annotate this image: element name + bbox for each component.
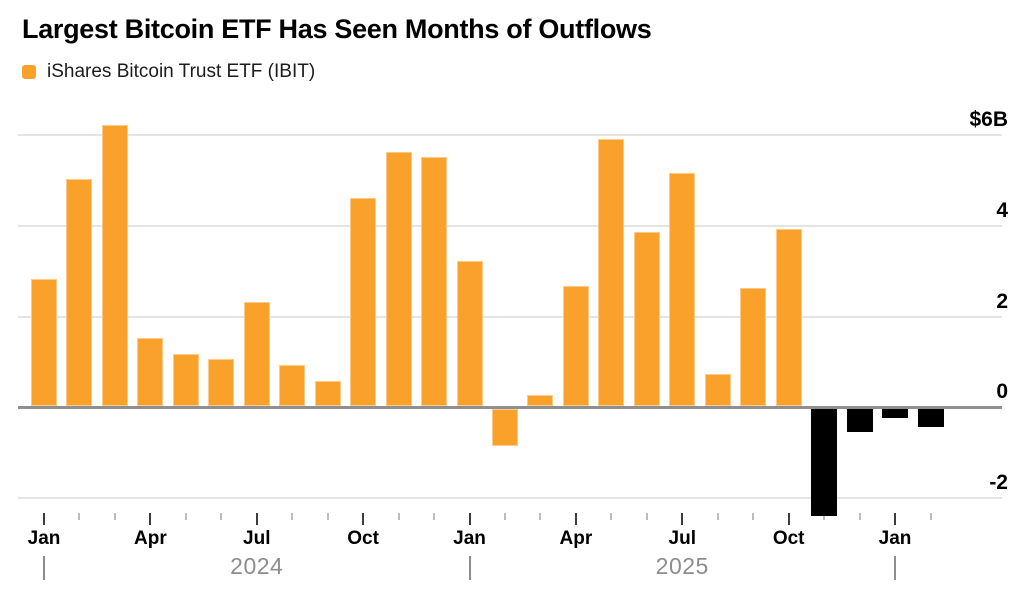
bar-jul-2025 (669, 172, 696, 407)
x-axis-minor-tick (433, 513, 436, 520)
year-divider-tick (894, 556, 897, 580)
x-axis-year-label: 2025 (655, 553, 709, 579)
x-axis-major-tick (468, 513, 471, 525)
bar-mar-2024 (101, 124, 128, 407)
y-axis-tick-label: 2 (996, 289, 1008, 313)
x-axis-month-label: Jul (243, 528, 271, 549)
x-axis-minor-tick (113, 513, 116, 520)
bar-nov-2025 (811, 409, 838, 516)
x-axis-minor-tick (716, 513, 719, 520)
chart-title: Largest Bitcoin ETF Has Seen Months of O… (22, 14, 652, 44)
x-axis-minor-tick (503, 513, 506, 520)
x-axis-month-label: Jan (27, 528, 61, 549)
x-axis-minor-tick (823, 513, 826, 520)
x-axis-minor-tick (291, 513, 294, 520)
bar-may-2025 (598, 138, 625, 407)
x-axis-month-label: Jan (878, 528, 912, 549)
y-axis-tick-label: 4 (996, 198, 1008, 222)
legend-swatch-icon (22, 65, 36, 79)
x-axis-month-label: Jan (453, 528, 486, 549)
bar-feb-2025 (491, 409, 518, 446)
bar-dec-2024 (421, 156, 448, 407)
bar-feb-2024 (66, 179, 93, 407)
x-axis-month-label: Apr (559, 528, 593, 549)
x-axis-major-tick (681, 513, 684, 525)
bar-may-2024 (172, 354, 199, 407)
bar-oct-2024 (350, 197, 377, 407)
x-axis-major-tick (255, 513, 258, 525)
year-divider-tick (468, 556, 471, 580)
bar-apr-2025 (562, 286, 589, 407)
bar-feb-2026 (917, 409, 944, 428)
x-axis-minor-tick (326, 513, 329, 520)
bar-sep-2024 (314, 381, 341, 407)
bar-jul-2024 (243, 301, 270, 407)
gridline (18, 224, 1002, 227)
x-axis-month-label: Jul (668, 528, 696, 549)
plot-area (18, 124, 1002, 516)
bar-oct-2025 (775, 229, 802, 407)
zero-baseline (18, 406, 1002, 410)
gridline (18, 134, 1002, 136)
bar-jun-2025 (633, 231, 660, 407)
bar-jan-2024 (31, 279, 57, 407)
bar-mar-2025 (527, 394, 554, 407)
x-axis-minor-tick (752, 513, 755, 520)
year-divider-tick (43, 556, 45, 580)
bar-aug-2025 (704, 374, 731, 407)
bar-dec-2025 (846, 409, 873, 432)
bar-jun-2024 (208, 358, 235, 407)
bar-jan-2026 (882, 409, 909, 419)
y-axis-tick-label: $6B (969, 108, 1008, 131)
bar-sep-2025 (740, 288, 767, 407)
x-axis-minor-tick (929, 513, 932, 520)
x-axis-major-tick (574, 513, 577, 525)
x-axis-month-label: Oct (347, 528, 379, 549)
x-axis-minor-tick (610, 513, 613, 520)
x-axis-minor-tick (184, 513, 187, 520)
x-axis-minor-tick (858, 513, 861, 520)
x-axis-minor-tick (645, 513, 648, 520)
bar-aug-2024 (279, 365, 306, 407)
x-axis-minor-tick (78, 513, 81, 520)
x-axis-major-tick (362, 513, 365, 525)
x-axis-month-label: Apr (134, 528, 167, 549)
x-axis-minor-tick (220, 513, 223, 520)
gridline (18, 315, 1002, 318)
y-axis-tick-label: 0 (996, 380, 1008, 404)
x-axis-month-label: Oct (772, 528, 805, 549)
x-axis-major-tick (787, 513, 790, 525)
x-axis-major-tick (894, 513, 897, 525)
chart-legend: iShares Bitcoin Trust ETF (IBIT) (22, 61, 315, 83)
x-axis-major-tick (43, 513, 45, 525)
x-axis-minor-tick (539, 513, 542, 520)
bar-apr-2024 (137, 338, 164, 407)
x-axis-year-label: 2024 (230, 553, 284, 579)
legend-label: iShares Bitcoin Trust ETF (IBIT) (47, 61, 316, 82)
y-axis-tick-label: -2 (989, 471, 1008, 494)
bar-nov-2024 (385, 152, 412, 407)
x-axis-minor-tick (397, 513, 400, 520)
gridline (18, 497, 1002, 499)
bar-jan-2025 (456, 261, 483, 407)
x-axis-major-tick (149, 513, 152, 525)
